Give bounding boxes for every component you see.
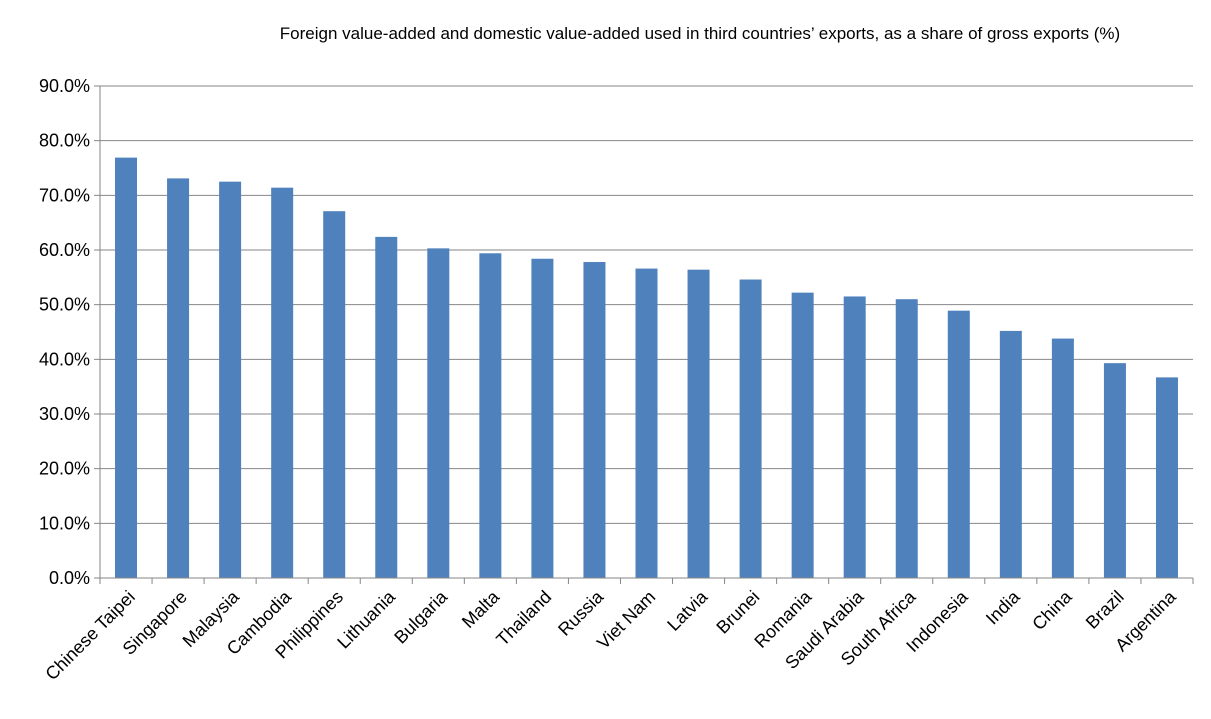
bar: [1051, 338, 1074, 578]
y-tick-label: 40.0%: [39, 349, 90, 369]
x-category-label: Lithuania: [333, 586, 400, 653]
bar: [375, 236, 398, 578]
bar: [739, 279, 762, 578]
bar: [843, 296, 866, 578]
bar: [323, 211, 346, 579]
bar: [895, 299, 918, 578]
bar: [167, 178, 190, 579]
x-category-label: Chinese Taipei: [41, 587, 138, 684]
chart-title: Foreign value-added and domestic value-a…: [280, 24, 1120, 43]
x-category-label: Latvia: [663, 586, 712, 635]
bar: [219, 181, 242, 578]
bar: [687, 269, 710, 578]
x-category-label: Thailand: [492, 587, 555, 650]
bar: [947, 310, 970, 578]
y-tick-label: 70.0%: [39, 185, 90, 205]
x-category-label: Brunei: [712, 587, 763, 638]
y-tick-label: 50.0%: [39, 295, 90, 315]
bar: [427, 248, 450, 579]
x-category-label: India: [982, 586, 1024, 628]
y-tick-label: 0.0%: [49, 568, 90, 588]
x-category-label: Bulgaria: [390, 586, 452, 648]
bar: [635, 268, 658, 578]
y-tick-label: 10.0%: [39, 513, 90, 533]
bar: [115, 157, 138, 578]
bar: [1103, 363, 1126, 578]
bar: [583, 262, 606, 578]
y-tick-label: 90.0%: [39, 76, 90, 96]
bar: [271, 187, 294, 578]
y-tick-label: 20.0%: [39, 459, 90, 479]
bar: [791, 292, 814, 578]
bars: [115, 157, 1178, 579]
bar: [1155, 377, 1178, 578]
axes: [99, 86, 1194, 584]
bar: [999, 330, 1022, 578]
bar: [479, 253, 502, 578]
x-category-label: Brazil: [1082, 587, 1128, 633]
y-tick-label: 80.0%: [39, 131, 90, 151]
bar: [531, 258, 554, 578]
x-category-label: Malta: [458, 586, 504, 632]
y-tick-label: 30.0%: [39, 404, 90, 424]
x-axis-category-labels: Chinese TaipeiSingaporeMalaysiaCambodiaP…: [41, 586, 1180, 684]
y-tick-label: 60.0%: [39, 240, 90, 260]
y-axis-tick-labels: 0.0% 10.0% 20.0% 30.0% 40.0% 50.0% 60.0% 70.0% 8…: [39, 76, 90, 588]
x-category-label: China: [1028, 586, 1076, 634]
